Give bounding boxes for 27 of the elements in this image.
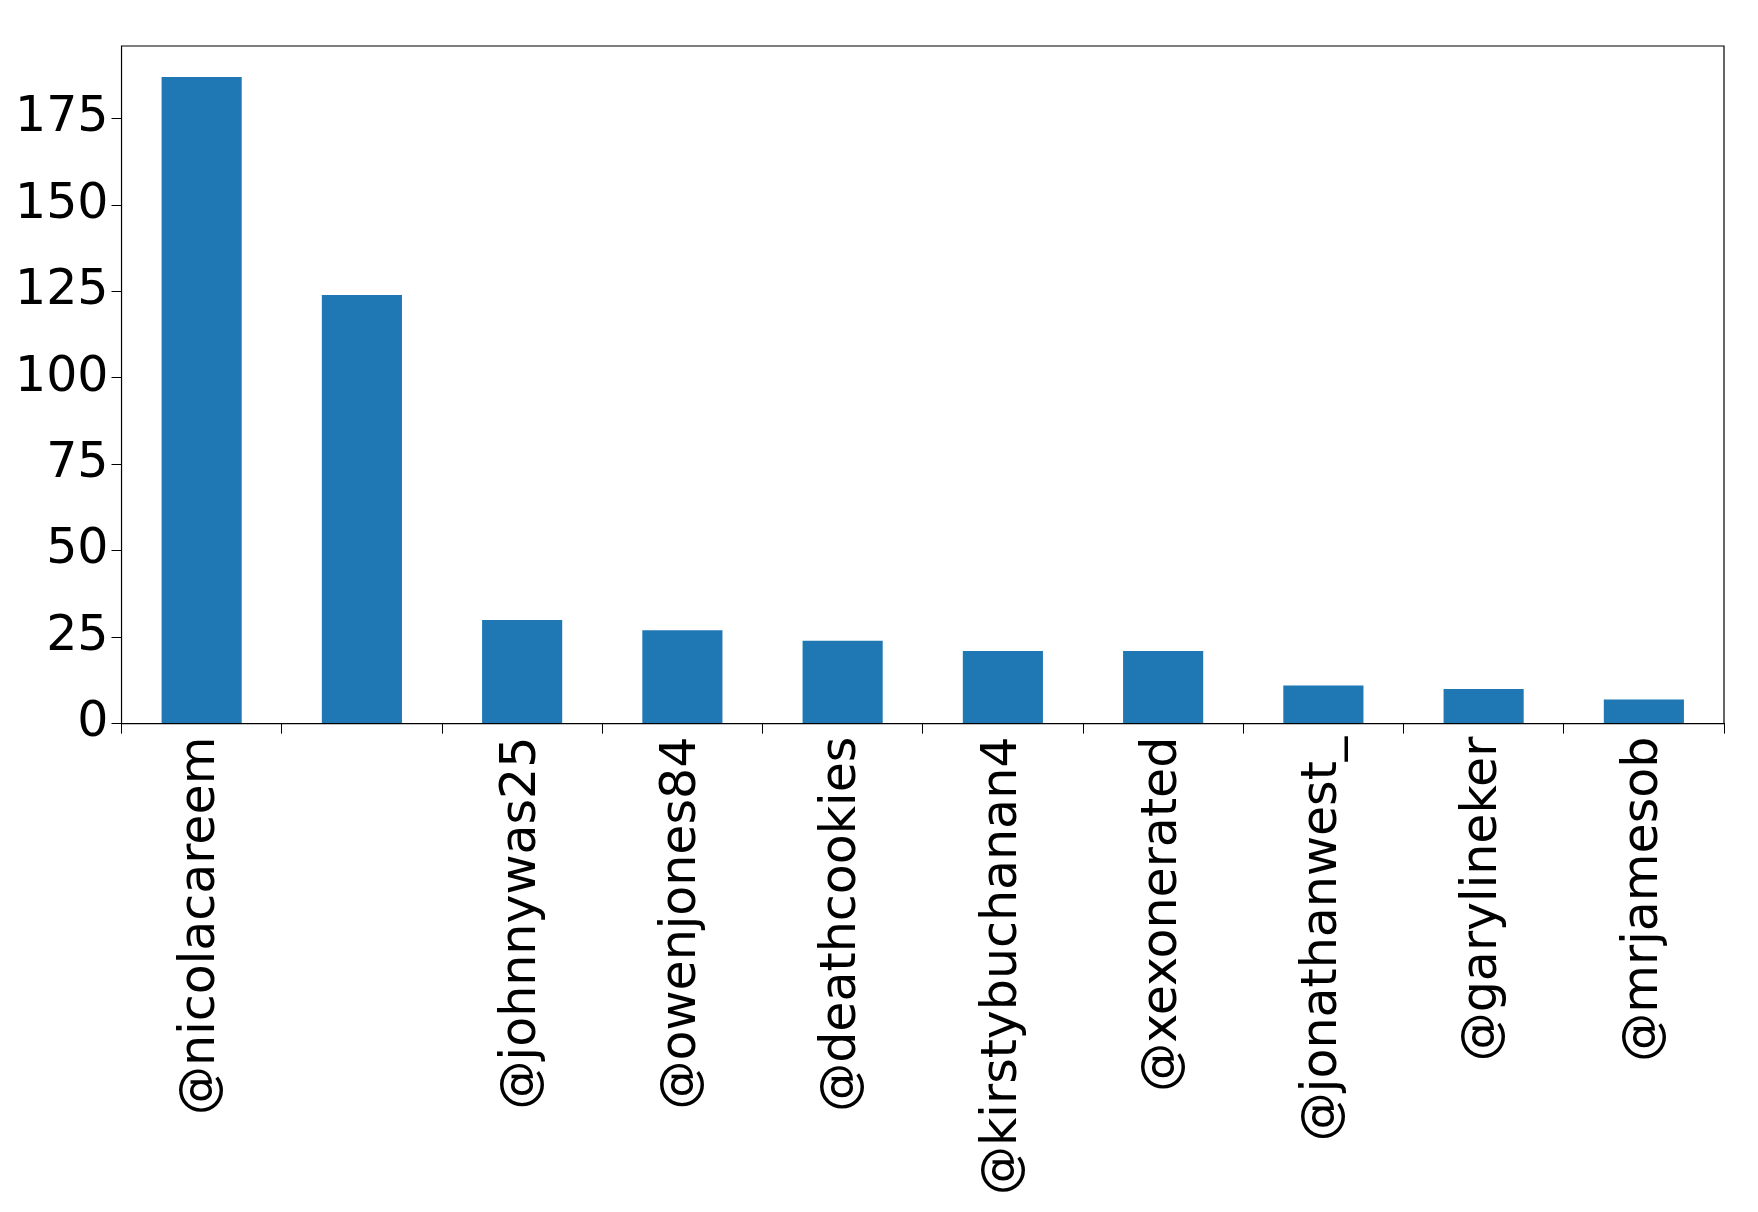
x-tick-label: @deathcookies [810,736,868,1112]
y-tick-label: 0 [77,691,109,749]
bar [1123,651,1204,724]
bar [321,294,402,724]
x-tick-label: @mrjamesob [1611,736,1669,1062]
x-tick-label: @jonathanwest_ [1291,736,1349,1142]
bar [1283,685,1364,724]
y-tick-label: 25 [46,604,109,662]
y-tick-label: 75 [46,432,109,490]
y-tick-label: 100 [14,345,109,403]
y-tick-label: 175 [14,86,109,144]
bar [482,619,563,724]
y-tick-label: 125 [14,259,109,317]
x-tick-label: @johnnywas25 [489,736,547,1110]
bar [642,630,723,724]
bar [1603,699,1684,724]
bar [1443,689,1524,724]
y-tick-label: 150 [14,172,109,230]
bar [802,640,883,724]
x-tick-label: @kirstybuchanan4 [970,736,1028,1195]
x-tick-label: @garylineker [1451,735,1509,1062]
y-tick-label: 50 [46,518,109,576]
bar [161,77,242,724]
x-tick-label: @xexonerated [1130,736,1188,1092]
x-tick-label: @owenjones84 [650,736,708,1110]
x-tick-label: @nicolacareem [169,736,227,1115]
bar [962,651,1043,724]
